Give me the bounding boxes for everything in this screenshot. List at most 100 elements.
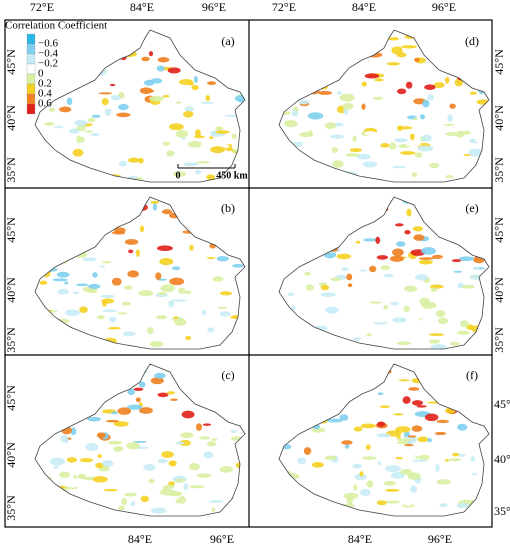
pixel-cluster	[205, 95, 211, 101]
lat-label: 40°N	[4, 277, 18, 303]
pixel-cluster	[86, 138, 96, 143]
lat-label: 35°N	[494, 504, 510, 518]
pixel-cluster	[368, 294, 382, 301]
pixel-cluster	[74, 119, 88, 127]
pixel-cluster	[127, 270, 139, 278]
pixel-cluster	[71, 401, 78, 409]
pixel-cluster	[44, 174, 52, 181]
pixel-cluster	[60, 371, 65, 377]
pixel-cluster	[91, 114, 101, 118]
pixel-cluster	[150, 200, 160, 204]
pixel-cluster	[435, 309, 446, 318]
pixel-cluster	[121, 497, 128, 506]
pixel-cluster	[37, 478, 49, 483]
pixel-cluster	[36, 165, 44, 172]
pixel-cluster	[393, 413, 404, 416]
pixel-cluster	[97, 390, 110, 398]
pixel-cluster	[226, 50, 231, 58]
pixel-cluster	[305, 284, 314, 291]
pixel-cluster	[400, 151, 416, 155]
pixel-cluster	[324, 455, 337, 460]
pixel-cluster	[282, 368, 290, 376]
pixel-cluster	[96, 432, 106, 439]
pixel-cluster	[205, 230, 216, 234]
legend-label: −0.4	[38, 48, 58, 60]
pixel-cluster	[237, 55, 243, 59]
pixel-cluster	[175, 499, 181, 504]
pixel-cluster	[449, 103, 456, 109]
pixel-cluster	[445, 174, 454, 179]
pixel-cluster	[446, 46, 462, 51]
pixel-cluster	[183, 483, 188, 491]
pixel-cluster	[241, 63, 245, 67]
pixel-cluster	[113, 446, 124, 452]
pixel-cluster	[300, 59, 305, 63]
pixel-cluster	[75, 199, 88, 207]
pixel-cluster	[107, 440, 123, 445]
pixel-cluster	[365, 444, 371, 450]
lon-label: 96°E	[202, 0, 226, 14]
pixel-cluster	[60, 414, 66, 418]
lon-label: 72°E	[272, 0, 296, 14]
pixel-cluster	[230, 400, 242, 409]
pixel-cluster	[79, 306, 88, 314]
lon-label: 84°E	[128, 532, 152, 546]
pixel-cluster	[161, 157, 176, 161]
lon-label: 96°E	[210, 532, 234, 546]
pixel-cluster	[85, 130, 93, 134]
pixel-cluster	[187, 294, 193, 301]
pixel-cluster	[477, 396, 489, 400]
pixel-cluster	[95, 68, 107, 76]
pixel-cluster	[376, 206, 384, 212]
lat-label: 45°N	[4, 217, 18, 243]
pixel-cluster	[38, 222, 55, 226]
pixel-cluster	[161, 451, 174, 458]
pixel-cluster	[377, 421, 386, 427]
pixel-cluster	[439, 503, 448, 508]
pixel-cluster	[73, 52, 86, 57]
pixel-cluster	[120, 122, 137, 128]
pixel-cluster	[68, 231, 78, 240]
pixel-cluster	[444, 58, 455, 64]
pixel-cluster	[130, 501, 136, 507]
pixel-cluster	[352, 384, 368, 387]
lat-label: 45°N	[4, 49, 18, 75]
pixel-cluster	[302, 377, 316, 381]
pixel-cluster	[459, 229, 468, 238]
pixel-cluster	[91, 133, 100, 137]
pixel-cluster	[321, 340, 331, 345]
pixel-cluster	[364, 284, 379, 293]
pixel-cluster	[117, 407, 132, 415]
pixel-cluster	[116, 112, 131, 118]
pixel-cluster	[174, 458, 185, 466]
map-panel: (b)	[34, 196, 246, 350]
pixel-cluster	[417, 436, 429, 443]
lon-label: 84°E	[130, 0, 154, 14]
pixel-cluster	[37, 230, 47, 237]
pixel-cluster	[117, 312, 128, 315]
pixel-cluster	[296, 92, 302, 96]
pixel-cluster	[216, 255, 229, 262]
pixel-cluster	[53, 333, 61, 340]
pixel-cluster	[389, 142, 397, 150]
pixel-cluster	[354, 40, 369, 47]
pixel-cluster	[178, 496, 187, 504]
pixel-cluster	[72, 201, 83, 209]
lat-label: 35°N	[4, 157, 18, 183]
pixel-cluster	[195, 169, 202, 175]
pixel-cluster	[407, 435, 417, 438]
pixel-cluster	[199, 375, 215, 378]
pixel-cluster	[215, 130, 230, 134]
pixel-cluster	[286, 70, 294, 75]
pixel-cluster	[407, 328, 414, 334]
pixel-cluster	[356, 153, 371, 160]
pixel-cluster	[326, 510, 335, 516]
pixel-cluster	[396, 52, 407, 58]
pixel-cluster	[339, 93, 355, 102]
pixel-cluster	[58, 495, 72, 501]
pixel-cluster	[355, 240, 361, 244]
pixel-cluster	[345, 153, 361, 157]
pixel-cluster	[330, 277, 342, 282]
pixel-cluster	[456, 502, 470, 509]
pixel-cluster	[94, 35, 99, 38]
